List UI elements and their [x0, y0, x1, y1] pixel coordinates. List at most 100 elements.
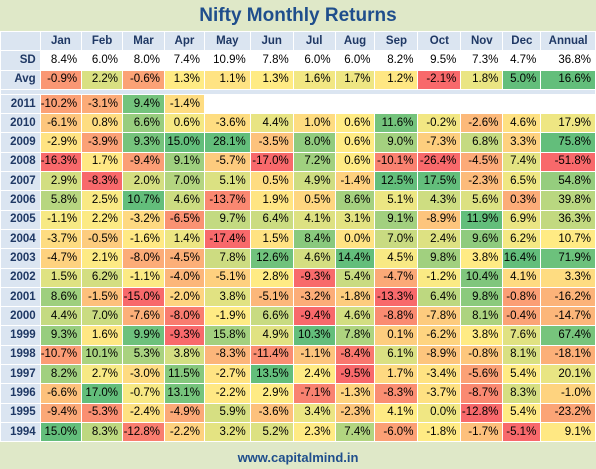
value-cell	[334, 93, 376, 115]
value-cell	[292, 93, 336, 115]
value-cell: 3.2%	[203, 421, 251, 443]
value-cell: -2.2%	[203, 383, 251, 404]
value-cell: 1.1%	[203, 69, 251, 90]
value-cell: 2.9%	[39, 171, 83, 192]
value-cell: -8.9%	[417, 344, 462, 366]
value-cell: -12.8%	[122, 421, 165, 443]
value-cell: -0.8%	[460, 344, 504, 366]
value-cell: -8.3%	[203, 344, 251, 366]
value-cell	[460, 93, 504, 115]
value-cell: -11.4%	[249, 344, 294, 366]
value-cell: 6.8%	[460, 132, 504, 153]
value-cell: -17.4%	[203, 228, 251, 250]
value-cell: -6.6%	[39, 383, 83, 404]
value-cell: 6.0%	[81, 50, 124, 71]
value-cell: 11.6%	[374, 113, 419, 134]
value-cell: 7.0%	[164, 171, 205, 192]
value-cell: 11.5%	[164, 364, 205, 385]
value-cell: 2.3%	[292, 421, 336, 443]
value-cell: -4.7%	[39, 248, 83, 269]
value-cell: -1.4%	[334, 171, 376, 192]
value-cell: 0.6%	[334, 132, 376, 153]
column-header: Dec	[502, 30, 542, 52]
value-cell: -2.9%	[39, 132, 83, 153]
value-cell: -7.3%	[417, 132, 462, 153]
value-cell: 2.0%	[122, 171, 165, 192]
value-cell: -3.5%	[249, 132, 294, 153]
value-cell: -4.5%	[164, 248, 205, 269]
table-row: 2004 -3.7% -0.5% -1.6% 1.4% -17.4% 1.5% 8.4% 0.0…	[0, 228, 596, 250]
value-cell: 13.5%	[249, 364, 294, 385]
value-cell: 4.3%	[417, 190, 462, 211]
value-cell: 9.1%	[540, 421, 596, 443]
column-header: Oct	[417, 30, 462, 52]
column-header: Aug	[334, 30, 376, 52]
value-cell: 7.8%	[249, 50, 294, 71]
row-label: 1996	[0, 383, 41, 404]
value-cell: 0.0%	[417, 402, 462, 423]
table-row: Avg -0.9% 2.2% -0.6% 1.3% 1.1% 1.3% 1.6% 1.7% 1.2…	[0, 69, 596, 90]
value-cell: 3.8%	[460, 248, 504, 269]
value-cell: -7.8%	[417, 306, 462, 327]
value-cell: 3.3%	[540, 267, 596, 288]
value-cell: 16.6%	[540, 69, 596, 90]
value-cell: 6.0%	[292, 50, 336, 71]
table-row: 1999 9.3% 1.6% 9.9% -9.3% 15.8% 4.9% 10.3% 7.8% 0…	[0, 325, 596, 346]
value-cell: -3.7%	[417, 383, 462, 404]
value-cell: -2.0%	[164, 286, 205, 308]
value-cell: 3.3%	[502, 132, 542, 153]
column-header: Jan	[39, 30, 83, 52]
value-cell: 17.9%	[540, 113, 596, 134]
value-cell: 0.8%	[81, 113, 124, 134]
value-cell: 9.3%	[122, 132, 165, 153]
value-cell: -0.4%	[502, 306, 542, 327]
value-cell: 10.7%	[122, 190, 165, 211]
column-header: Sep	[374, 30, 419, 52]
value-cell: -12.8%	[460, 402, 504, 423]
value-cell: -2.1%	[417, 69, 462, 90]
value-cell: -2.7%	[203, 364, 251, 385]
table-row: 2001 8.6% -1.5% -15.0% -2.0% 3.8% -5.1% -3.2% -1…	[0, 286, 596, 308]
value-cell: 0.6%	[334, 151, 376, 173]
value-cell: -1.0%	[540, 383, 596, 404]
value-cell: 67.4%	[540, 325, 596, 346]
value-cell: -7.6%	[122, 306, 165, 327]
value-cell: 6.5%	[502, 171, 542, 192]
value-cell: 1.8%	[460, 69, 504, 90]
table-row: 1994 15.0% 8.3% -12.8% -2.2% 3.2% 5.2% 2.3% 7.4%…	[0, 421, 596, 443]
row-label: 1995	[0, 402, 41, 423]
value-cell: -0.2%	[417, 113, 462, 134]
value-cell: -10.1%	[374, 151, 419, 173]
value-cell: -9.5%	[334, 364, 376, 385]
value-cell: -0.9%	[39, 69, 83, 90]
value-cell: 5.9%	[203, 402, 251, 423]
value-cell: 6.4%	[249, 209, 294, 230]
value-cell: -9.4%	[122, 151, 165, 173]
table-row: 2006 5.8% 2.5% 10.7% 4.6% -13.7% 1.9% 0.5% 8.6% 5…	[0, 190, 596, 211]
value-cell	[203, 93, 251, 115]
returns-heatmap-table: Jan Feb Mar Apr May Jun Jul Aug Sep Oct Nov Dec Annu…	[0, 30, 596, 443]
value-cell: -3.4%	[417, 364, 462, 385]
table-row: 2009 -2.9% -3.9% 9.3% 15.0% 28.1% -3.5% 8.0% 0.6…	[0, 132, 596, 153]
table-row: 1997 8.2% 2.7% -3.0% 11.5% -2.7% 13.5% 2.4% -9.5…	[0, 364, 596, 385]
value-cell: -2.6%	[460, 113, 504, 134]
value-cell: -13.3%	[374, 286, 419, 308]
value-cell: 17.5%	[417, 171, 462, 192]
value-cell: -0.7%	[122, 383, 165, 404]
value-cell: -8.0%	[122, 248, 165, 269]
row-label: 2003	[0, 248, 41, 269]
value-cell: 5.0%	[502, 69, 542, 90]
value-cell: 3.4%	[292, 402, 336, 423]
column-header: Feb	[81, 30, 124, 52]
value-cell: 6.0%	[334, 50, 376, 71]
value-cell: 7.3%	[460, 50, 504, 71]
row-label: 2009	[0, 132, 41, 153]
value-cell: -1.9%	[203, 306, 251, 327]
value-cell: 9.1%	[164, 151, 205, 173]
value-cell: 4.6%	[292, 248, 336, 269]
value-cell: 9.8%	[460, 286, 504, 308]
value-cell: -1.1%	[122, 267, 165, 288]
row-label: 2010	[0, 113, 41, 134]
value-cell: -51.8%	[540, 151, 596, 173]
value-cell: 1.5%	[39, 267, 83, 288]
